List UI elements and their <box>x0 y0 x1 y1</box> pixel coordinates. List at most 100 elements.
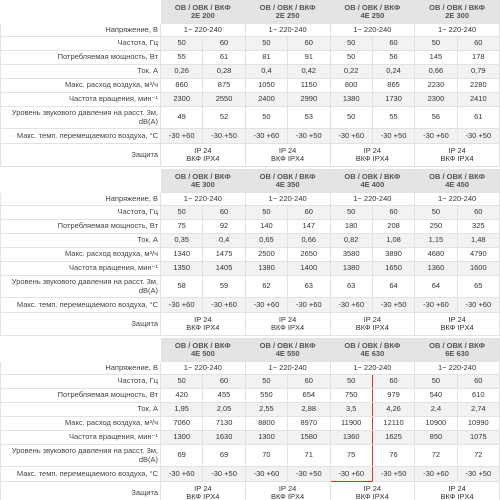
text-line: ВКФ IPX4 <box>355 154 389 163</box>
cell: 81 <box>244 50 289 65</box>
cell: 50 <box>244 106 289 129</box>
text-line: ВКФ IPX4 <box>271 154 305 163</box>
text-line: ОВ / ОВК / ВКФ <box>259 171 316 181</box>
text-line: ОВ / ОВК / ВКФ <box>429 340 486 350</box>
cell: 0,4 <box>244 64 289 79</box>
text-line: ОВ / ОВК / ВКФ <box>259 340 316 350</box>
cell: 59 <box>202 275 246 298</box>
cell: 7130 <box>202 416 246 431</box>
cell: 50 <box>329 106 373 129</box>
cell: 75 <box>329 444 373 467</box>
cell: 0,22 <box>329 64 373 79</box>
cell: 50 <box>159 374 204 389</box>
row-label: Защита <box>0 143 161 167</box>
cell: 49 <box>159 106 204 129</box>
cell: 69 <box>159 444 204 467</box>
cell: 60 <box>202 205 246 220</box>
row-label: Макс. темп. перемещаемого воздуха, °С <box>0 128 161 144</box>
corner <box>0 0 161 24</box>
cell: 50 <box>329 36 373 51</box>
spec-table: ОВ / ОВК / ВКФ 4Е 500 ОВ / ОВК / ВКФ 4Е 550… <box>0 338 500 500</box>
cell: 72 <box>414 444 458 467</box>
cell: -30 +50 <box>287 128 331 144</box>
cell: 50 <box>244 205 289 220</box>
model-header: ОВ / ОВК / ВКФ 4Е 250 <box>329 0 416 24</box>
row-label: Уровень звукового давления на расст. 3м,… <box>0 275 161 298</box>
cell: 1~ 220-240 <box>244 361 331 375</box>
text-line: ОВ / ОВК / ВКФ <box>174 171 231 181</box>
cell: 8800 <box>244 416 289 431</box>
cell: 60 <box>202 374 246 389</box>
row-label: Защита <box>0 481 161 500</box>
text-line: ОВ / ОВК / ВКФ <box>429 2 486 12</box>
model-header: ОВ / ОВК / ВКФ 2Е 200 <box>160 0 246 24</box>
cell: -30 +60 <box>414 466 458 482</box>
cell: 865 <box>371 78 416 93</box>
row-label: Защита <box>0 312 161 336</box>
cell: -30 +60 <box>287 297 331 313</box>
cell: 92 <box>202 219 246 234</box>
row-label: Уровень звукового давления на расст. 3м,… <box>0 444 161 467</box>
cell: 1150 <box>287 78 331 93</box>
spec-row: Напряжение, В 1~ 220-240 1~ 220-240 1~ 220-… <box>0 23 500 37</box>
cell: -30 +60 <box>244 297 289 313</box>
cell: 147 <box>287 219 331 234</box>
cell: 2230 <box>414 78 458 93</box>
cell: 50 <box>244 374 289 389</box>
spec-row: Уровень звукового давления на расст. 3м,… <box>0 275 500 298</box>
spec-row: Ток, А 1,95 2,05 2,55 2,88 3,5 4,26 2,4 2,74 <box>0 402 500 417</box>
text-line: ОВ / ОВК / ВКФ <box>174 2 231 12</box>
cell: -30 +60 <box>159 128 204 144</box>
cell: 145 <box>414 50 458 65</box>
cell: 2,88 <box>287 402 331 417</box>
text-line: 2Е 200 <box>190 11 215 20</box>
spec-row: Частота, Гц 50 60 50 60 50 60 50 60 <box>0 374 500 389</box>
row-label: Частота вращения, мин⁻¹ <box>0 430 161 445</box>
text-line: IP 24 <box>278 145 297 155</box>
text-line: ОВ / ОВК / ВКФ <box>259 2 316 12</box>
cell: 50 <box>159 36 204 51</box>
model-header: ОВ / ОВК / ВКФ 4Е 400 <box>329 169 416 193</box>
row-label: Макс. темп. перемещаемого воздуха, °С <box>0 466 161 482</box>
cell: 11900 <box>329 416 373 431</box>
cell: 2,05 <box>202 402 246 417</box>
cell: 325 <box>456 219 500 234</box>
cell: -30 +60 <box>244 128 289 144</box>
row-label: Напряжение, В <box>0 192 161 206</box>
cell: 3890 <box>371 247 416 262</box>
cell: -30 +50 <box>202 128 246 144</box>
cell: 1~ 220-240 <box>414 23 500 37</box>
cell: 1380 <box>244 261 289 276</box>
text-line: ОВ / ОВК / ВКФ <box>344 171 401 181</box>
spec-table: ОВ / ОВК / ВКФ 2Е 200 ОВ / ОВК / ВКФ 2Е 250… <box>0 0 500 167</box>
cell: 2990 <box>287 92 331 107</box>
cell: 60 <box>371 205 416 220</box>
cell: 178 <box>456 50 500 65</box>
row-label: Напряжение, В <box>0 361 161 375</box>
cell: 61 <box>456 106 500 129</box>
cell: 208 <box>371 219 416 234</box>
row-label: Ток, А <box>0 233 161 248</box>
corner <box>0 169 161 193</box>
row-label: Ток, А <box>0 64 161 79</box>
spec-row: Частота вращения, мин⁻¹ 2300 2550 2400 2990 1… <box>0 92 500 107</box>
cell: 1~ 220-240 <box>414 192 500 206</box>
row-label: Частота вращения, мин⁻¹ <box>0 261 161 276</box>
cell: 1580 <box>287 430 331 445</box>
cell: 58 <box>159 275 204 298</box>
cell: IP 24 ВКФ IPX4 <box>329 312 416 336</box>
cell: 1,08 <box>371 233 416 248</box>
model-header: ОВ / ОВК / ВКФ 6Е 630 <box>414 338 500 362</box>
cell: 1~ 220-240 <box>414 361 500 375</box>
row-label: Напряжение, В <box>0 23 161 37</box>
text-line: 4Е 630 <box>360 349 385 358</box>
header-row: ОВ / ОВК / ВКФ 4Е 500 ОВ / ОВК / ВКФ 4Е 550… <box>0 338 500 362</box>
cell: 420 <box>159 388 204 403</box>
spec-row: Уровень звукового давления на расст. 3м,… <box>0 444 500 467</box>
text-line: 4Е 300 <box>190 180 215 189</box>
cell: 1,15 <box>414 233 458 248</box>
cell: 1475 <box>202 247 246 262</box>
text-line: ВКФ IPX4 <box>355 323 389 332</box>
model-header: ОВ / ОВК / ВКФ 4Е 630 <box>329 338 416 362</box>
model-header: ОВ / ОВК / ВКФ 4Е 300 <box>160 169 246 193</box>
